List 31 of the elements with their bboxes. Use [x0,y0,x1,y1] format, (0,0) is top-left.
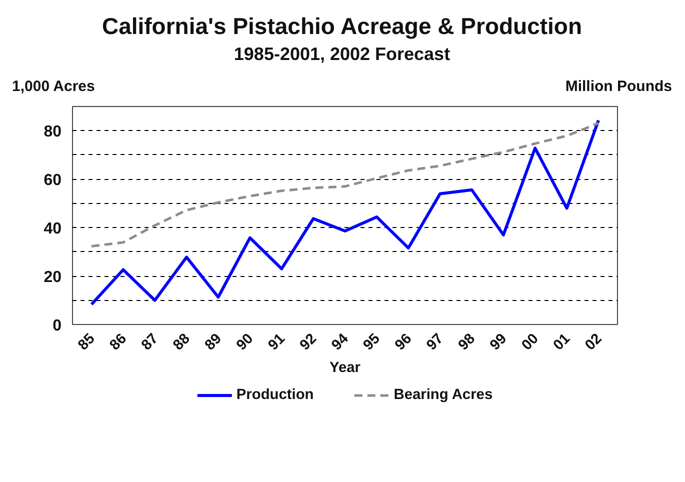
chart-subtitle: 1985-2001, 2002 Forecast [234,43,450,66]
x-tick-label: 92 [297,330,320,354]
x-tick-label: 88 [170,330,194,354]
x-tick-label: 89 [202,330,225,354]
x-axis-title: Year [330,360,361,376]
x-tick-label: 97 [424,330,447,354]
x-tick-label: 96 [392,330,416,354]
x-tick-label: 94 [328,330,352,354]
x-tick-label: 91 [266,330,288,354]
legend-label: Production [236,387,314,403]
line-series [90,122,600,248]
x-tick-label: 86 [107,330,130,354]
y-axis-title: 1,000 Acres [12,77,95,97]
x-tick-label: 95 [360,330,384,354]
x-tick-label: 02 [582,330,606,354]
x-tick-label: 87 [138,330,162,354]
line-series [90,118,600,306]
y-tick-label: 20 [44,269,62,286]
y2-axis-title: Million Pounds [565,77,672,97]
y-tick-label: 40 [44,220,62,238]
x-tick-label: 98 [456,330,478,354]
x-tick-label: 99 [487,330,510,354]
y-tick-label: 60 [44,172,62,190]
y-tick-label: 0 [52,318,62,334]
x-tick-label: 85 [75,330,98,354]
y-tick-label: 80 [44,124,62,141]
chart-title: California's Pistachio Acreage & Production [102,12,582,41]
x-tick-label: 01 [550,330,574,354]
legend-label: Bearing Acres [394,387,493,403]
x-tick-label: 90 [234,330,257,354]
x-tick-label: 00 [518,330,542,354]
